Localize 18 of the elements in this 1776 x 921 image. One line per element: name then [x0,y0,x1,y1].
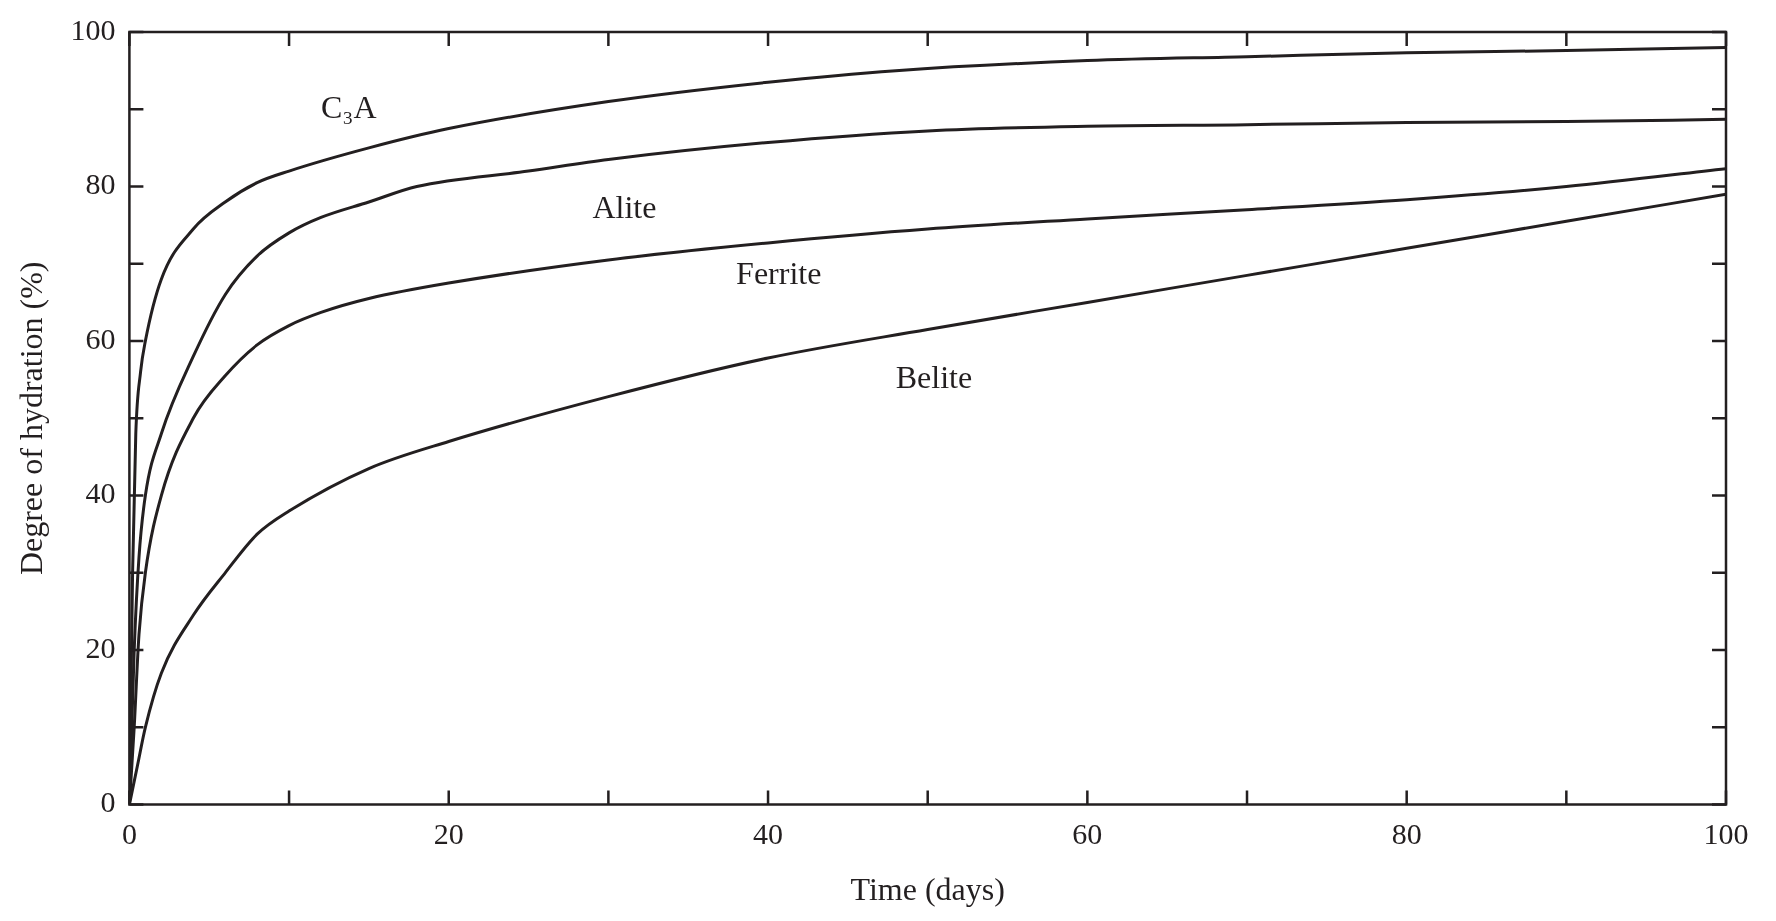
y-tick-label: 100 [70,12,116,46]
x-tick-label: 20 [433,817,464,851]
y-tick-label: 0 [100,785,116,819]
series-label: C₃A [320,88,377,125]
y-tick-label: 20 [85,630,116,664]
x-axis-title: Time (days) [850,871,1005,908]
y-tick-label: 60 [85,321,116,355]
y-tick-label: 80 [85,167,116,201]
x-tick-label: 0 [121,817,137,851]
x-tick-label: 40 [753,817,784,851]
series-label: Ferrite [736,254,822,291]
series-label: Alite [592,189,657,226]
y-tick-label: 40 [85,476,116,510]
series-label: Belite [895,359,973,396]
x-tick-label: 60 [1072,817,1103,851]
x-tick-label: 100 [1703,817,1749,851]
y-axis-title: Degree of hydration (%) [12,261,49,576]
x-tick-label: 80 [1391,817,1422,851]
